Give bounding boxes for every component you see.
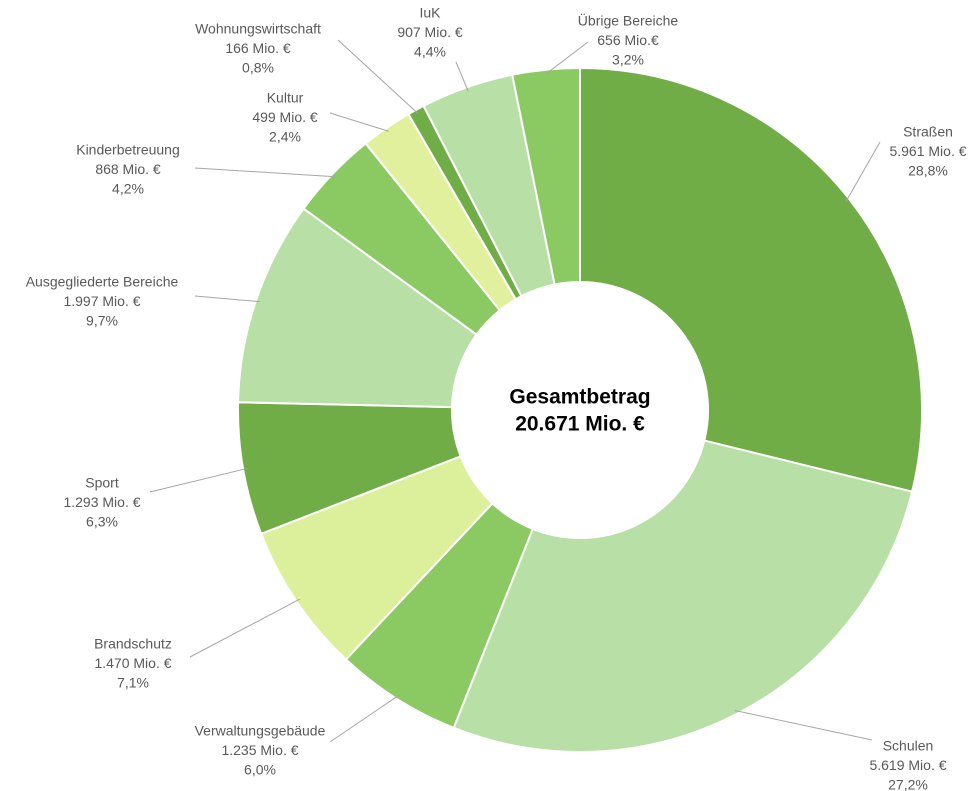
slice-label: Brandschutz bbox=[94, 636, 172, 652]
leader-line bbox=[194, 295, 260, 303]
slices bbox=[237, 66, 923, 753]
leader-line bbox=[734, 709, 873, 741]
slice-label: 499 Mio. € bbox=[252, 109, 318, 125]
leader-line bbox=[845, 141, 881, 202]
center-title: Gesamtbetrag bbox=[509, 386, 650, 409]
slice-label: Kinderbetreuung bbox=[76, 142, 180, 158]
slice-label: 907 Mio. € bbox=[397, 24, 463, 40]
slice-label: IuK bbox=[419, 5, 441, 21]
slice-label: 27,2% bbox=[888, 777, 928, 791]
leader-line bbox=[194, 167, 336, 178]
slice-label: Übrige Bereiche bbox=[578, 12, 679, 29]
slice-label: 28,8% bbox=[908, 163, 948, 179]
leader-line bbox=[329, 694, 400, 743]
slice-label: Sport bbox=[85, 475, 119, 491]
slice-label: 868 Mio. € bbox=[95, 161, 161, 177]
slice-label: 6,0% bbox=[244, 762, 276, 778]
slice-label: 1.997 Mio. € bbox=[63, 293, 140, 309]
slice-label: Verwaltungsgebäude bbox=[195, 723, 326, 739]
labels: Straßen 5.961 Mio. € 28,8% Schulen 5.619 Mio… bbox=[26, 5, 967, 791]
slice-label: 5.961 Mio. € bbox=[889, 143, 966, 159]
donut-slice bbox=[237, 207, 478, 409]
slice-label: 656 Mio.€ bbox=[597, 32, 659, 48]
slice-label: 1.470 Mio. € bbox=[94, 655, 171, 671]
leader-line bbox=[546, 41, 589, 75]
leader-line bbox=[329, 112, 389, 132]
donut-slice bbox=[452, 439, 914, 753]
center-total: 20.671 Mio. € bbox=[515, 413, 645, 436]
slice-label: 6,3% bbox=[86, 514, 118, 530]
slice-label: 2,4% bbox=[269, 129, 301, 145]
donut-slice bbox=[511, 66, 581, 286]
donut-slice bbox=[579, 66, 923, 493]
slice-label: 4,2% bbox=[112, 181, 144, 197]
slice-label: Ausgegliederte Bereiche bbox=[26, 274, 179, 290]
slice-label: 3,2% bbox=[612, 52, 644, 68]
slice-label: 5.619 Mio. € bbox=[869, 757, 946, 773]
leader-line bbox=[337, 39, 419, 114]
slice-label: 4,4% bbox=[414, 44, 446, 60]
leader-line bbox=[189, 598, 301, 658]
slice-label: Straßen bbox=[903, 124, 953, 140]
slice-label: Wohnungswirtschaft bbox=[195, 21, 321, 37]
slice-label: 1.235 Mio. € bbox=[221, 742, 298, 758]
slice-label: 7,1% bbox=[117, 675, 149, 691]
slice-label: 0,8% bbox=[242, 60, 274, 76]
slice-label: 1.293 Mio. € bbox=[63, 494, 140, 510]
slice-label: 166 Mio. € bbox=[225, 40, 291, 56]
slice-label: Kultur bbox=[267, 90, 304, 106]
slice-label: Schulen bbox=[883, 738, 934, 754]
slice-label: 9,7% bbox=[86, 313, 118, 329]
leader-line bbox=[149, 467, 248, 493]
leader-line bbox=[455, 61, 469, 92]
